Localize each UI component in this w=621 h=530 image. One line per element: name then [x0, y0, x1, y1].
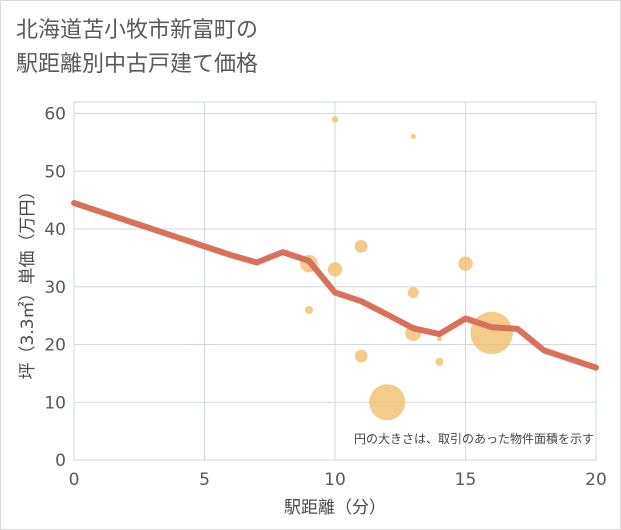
data-bubble: [304, 305, 313, 314]
y-tick-label: 20: [44, 336, 66, 356]
chart-title: 北海道苫小牧市新富町の 駅距離別中古戸建て価格: [16, 14, 258, 82]
x-tick-label: 0: [69, 470, 80, 490]
y-tick-label: 50: [44, 162, 66, 182]
data-bubble: [407, 286, 419, 299]
data-bubble: [354, 349, 368, 363]
title-line-1: 北海道苫小牧市新富町の: [16, 18, 259, 43]
data-bubble: [369, 384, 406, 421]
y-tick-label: 0: [55, 451, 66, 471]
y-axis-title: 坪（3.3㎡）単価（万円）: [18, 182, 38, 379]
x-tick-label: 15: [455, 470, 477, 490]
bubble-size-note: 円の大きさは、取引のあった物件面積を示す: [354, 431, 594, 446]
data-bubble: [470, 311, 513, 355]
x-tick-label: 5: [199, 470, 210, 490]
price-trend-line: [71, 200, 599, 371]
grid-lines: [74, 102, 596, 460]
title-line-2: 駅距離別中古戸建て価格: [16, 52, 259, 77]
y-axis-ticks: 0 10 20 30 40 50 60: [44, 105, 66, 471]
y-tick-label: 10: [44, 393, 66, 413]
bubble-series: [300, 116, 513, 421]
data-bubble: [327, 262, 343, 277]
data-bubble: [435, 357, 444, 366]
x-axis-ticks: 0 5 10 15 20: [69, 470, 607, 490]
y-tick-label: 60: [44, 105, 66, 125]
data-bubble: [410, 134, 416, 140]
x-tick-label: 10: [324, 470, 346, 490]
data-bubble: [331, 116, 339, 123]
x-tick-label: 20: [585, 470, 607, 490]
y-tick-label: 30: [44, 278, 66, 298]
x-axis-title: 駅距離（分）: [284, 498, 386, 518]
y-tick-label: 40: [44, 220, 66, 240]
data-bubble: [436, 336, 442, 342]
data-bubble: [458, 256, 473, 271]
data-bubble: [354, 239, 368, 253]
